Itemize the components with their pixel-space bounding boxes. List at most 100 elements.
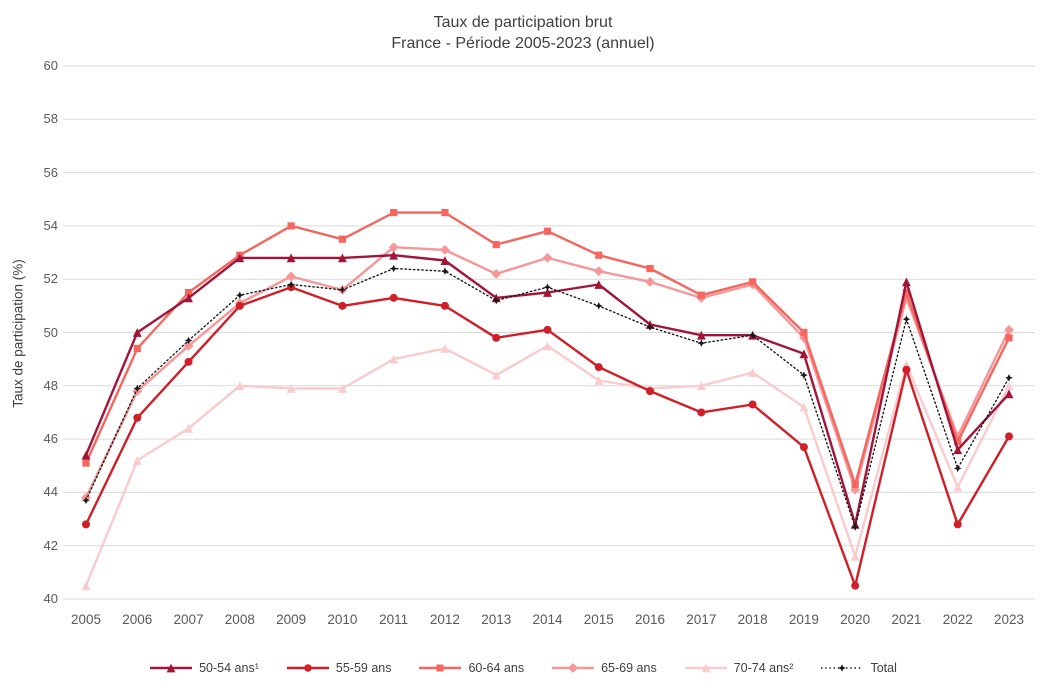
x-tick-label: 2006 bbox=[122, 612, 153, 627]
star4-marker bbox=[1005, 374, 1013, 382]
star4-marker bbox=[594, 302, 603, 310]
circle-marker bbox=[235, 301, 244, 310]
square-marker bbox=[436, 664, 444, 672]
star4-marker bbox=[851, 523, 859, 531]
circle-marker bbox=[338, 301, 347, 310]
legend-swatch bbox=[286, 664, 329, 672]
triangle-marker bbox=[389, 354, 399, 364]
star4-marker bbox=[953, 464, 962, 473]
triangle-marker bbox=[337, 253, 347, 263]
square-marker bbox=[851, 480, 859, 489]
x-tick-label: 2012 bbox=[429, 612, 460, 627]
y-tick-label: 54 bbox=[43, 217, 58, 233]
diamond-marker bbox=[491, 268, 502, 279]
diamond-marker bbox=[593, 266, 604, 277]
triangle-marker bbox=[440, 344, 450, 353]
chart-title: Taux de participation brut France - Péri… bbox=[0, 12, 1046, 54]
x-tick-label: 2005 bbox=[70, 612, 102, 627]
triangle-marker bbox=[696, 381, 706, 391]
legend-item-70-74-ans-: 70-74 ans² bbox=[684, 661, 793, 675]
star4-marker bbox=[133, 384, 142, 393]
triangle-marker bbox=[166, 663, 176, 673]
circle-marker bbox=[389, 293, 398, 302]
triangle-marker bbox=[902, 277, 911, 287]
triangle-marker bbox=[953, 482, 963, 492]
y-tick-label: 50 bbox=[43, 324, 58, 340]
square-marker bbox=[954, 438, 962, 446]
triangle-marker bbox=[696, 330, 706, 340]
y-tick-label: 56 bbox=[43, 164, 58, 180]
star4-marker bbox=[236, 291, 244, 299]
x-tick-label: 2022 bbox=[942, 612, 973, 627]
square-marker bbox=[595, 251, 603, 259]
star4-marker bbox=[389, 264, 398, 273]
star4-marker bbox=[338, 286, 347, 294]
triangle-marker bbox=[953, 445, 963, 455]
square-marker bbox=[287, 222, 295, 230]
diamond-marker bbox=[440, 244, 450, 255]
square-marker bbox=[338, 235, 346, 243]
diamond-marker bbox=[645, 276, 655, 287]
square-marker bbox=[133, 344, 141, 353]
triangle-marker bbox=[1004, 381, 1014, 391]
diamond-marker bbox=[542, 252, 553, 263]
circle-marker bbox=[492, 333, 501, 342]
square-marker bbox=[749, 278, 757, 286]
triangle-marker bbox=[132, 328, 142, 337]
y-tick-label: 48 bbox=[43, 377, 58, 393]
circle-marker bbox=[304, 664, 312, 672]
triangle-marker bbox=[748, 368, 758, 377]
triangle-marker bbox=[799, 349, 809, 359]
circle-marker bbox=[646, 387, 655, 396]
circle-marker bbox=[697, 408, 706, 417]
circle-marker bbox=[440, 301, 449, 310]
legend-label: 65-69 ans bbox=[601, 661, 657, 675]
x-tick-label: 2017 bbox=[686, 612, 717, 627]
x-tick-label: 2013 bbox=[481, 612, 512, 627]
star4-marker bbox=[697, 339, 706, 347]
y-tick-label: 58 bbox=[43, 111, 58, 127]
triangle-marker bbox=[286, 253, 296, 263]
x-tick-label: 2020 bbox=[840, 612, 871, 627]
triangle-marker bbox=[337, 384, 347, 393]
square-marker bbox=[1005, 334, 1013, 342]
legend: 50-54 ans¹ 55-59 ans 60-64 ans 65-69 ans 70-… bbox=[0, 661, 1046, 675]
triangle-marker bbox=[850, 551, 860, 561]
square-marker bbox=[902, 288, 911, 297]
legend-label: 50-54 ans¹ bbox=[199, 661, 259, 675]
square-marker bbox=[184, 288, 193, 297]
star4-marker bbox=[441, 267, 449, 276]
triangle-marker bbox=[184, 293, 193, 303]
star4-marker bbox=[748, 331, 757, 339]
circle-marker bbox=[902, 365, 911, 374]
diamond-marker bbox=[1004, 324, 1014, 335]
y-tick-label: 46 bbox=[43, 431, 58, 447]
triangle-marker bbox=[440, 256, 450, 265]
square-marker bbox=[646, 264, 654, 273]
triangle-marker bbox=[235, 381, 245, 391]
x-tick-label: 2023 bbox=[993, 612, 1025, 627]
chart-title-line2: France - Période 2005-2023 (annuel) bbox=[391, 35, 655, 52]
legend-swatch bbox=[684, 663, 727, 673]
x-tick-label: 2018 bbox=[737, 612, 768, 627]
y-tick-label: 40 bbox=[43, 591, 58, 606]
triangle-marker bbox=[491, 370, 501, 380]
y-tick-label: 60 bbox=[43, 58, 58, 73]
triangle-marker bbox=[543, 341, 552, 351]
triangle-marker bbox=[81, 581, 91, 591]
y-tick-label: 44 bbox=[43, 484, 58, 500]
legend-swatch bbox=[821, 664, 864, 672]
circle-marker bbox=[184, 357, 193, 366]
legend-label: 60-64 ans bbox=[468, 661, 525, 675]
circle-marker bbox=[799, 443, 808, 452]
x-tick-label: 2007 bbox=[173, 612, 204, 627]
legend-item-65-69-ans: 65-69 ans bbox=[551, 661, 657, 675]
triangle-marker bbox=[389, 250, 399, 260]
triangle-marker bbox=[235, 253, 245, 263]
star4-marker bbox=[800, 371, 808, 379]
triangle-marker bbox=[1004, 389, 1014, 399]
square-marker bbox=[390, 208, 398, 217]
diamond-marker bbox=[183, 340, 194, 351]
triangle-marker bbox=[543, 288, 552, 297]
